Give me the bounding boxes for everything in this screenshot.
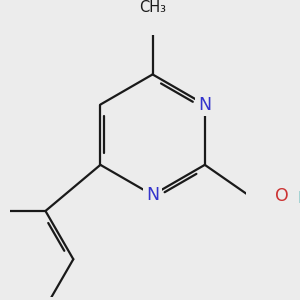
Text: H: H bbox=[297, 190, 300, 206]
Text: N: N bbox=[146, 186, 159, 204]
Text: N: N bbox=[198, 96, 212, 114]
Text: CH₃: CH₃ bbox=[139, 0, 166, 15]
Text: O: O bbox=[275, 187, 289, 205]
